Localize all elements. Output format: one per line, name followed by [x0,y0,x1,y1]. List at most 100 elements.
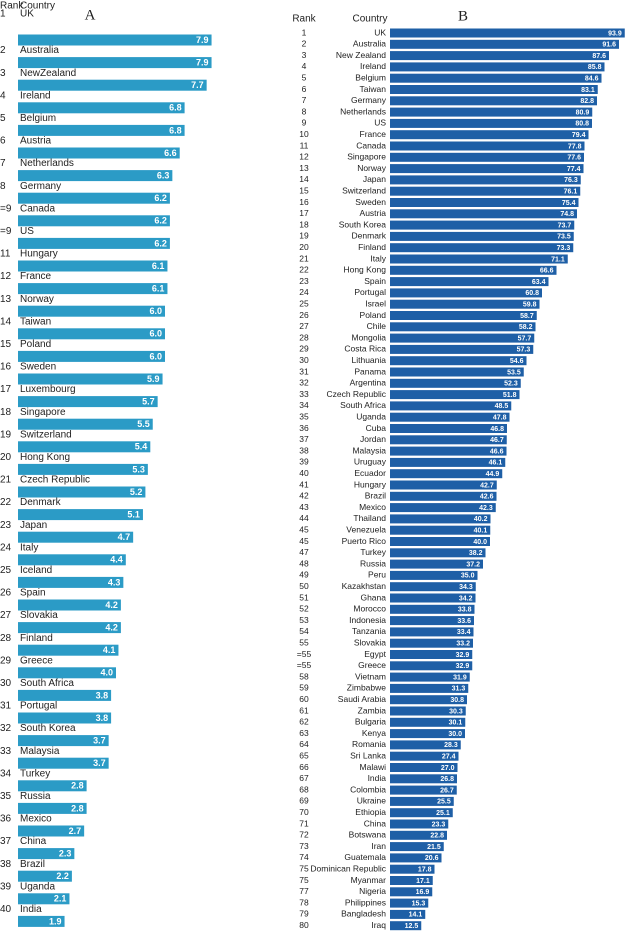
bar [390,650,473,659]
country-label: Australia [353,39,386,49]
value-label: 2.7 [69,826,82,836]
country-label: Finland [20,633,53,644]
rank-label: 30 [299,355,309,365]
bar [18,893,70,905]
bar [18,170,173,182]
value-label: 2.2 [56,871,69,881]
rank-label: 33 [0,746,12,757]
value-label: 58.7 [520,313,534,320]
bar [390,819,449,829]
country-label: Ecuador [354,468,386,478]
value-label: 6.2 [154,216,167,226]
rank-label: 49 [299,570,309,580]
rank-label: 8 [0,181,6,192]
bar [18,825,85,837]
bar [390,842,444,852]
country-label: Hungary [354,479,387,489]
country-label: Sweden [355,197,386,207]
value-label: 85.8 [588,64,602,71]
rank-label: 17 [0,384,12,395]
country-label: Luxembourg [20,384,76,395]
country-label: Poland [360,310,387,320]
value-label: 74.8 [560,211,574,218]
bar [390,378,521,388]
rank-header: Rank [292,14,316,25]
rank-label: 43 [299,502,309,512]
country-label: Indonesia [349,615,386,625]
rank-label: 5 [0,113,6,124]
value-label: 34.2 [459,595,473,602]
rank-label: 80 [299,920,309,930]
rank-label: 68 [299,784,309,794]
value-label: 6.0 [149,351,162,361]
value-label: 6.0 [149,329,162,339]
bar [18,124,185,136]
country-label: Norway [357,163,387,173]
value-label: 33.6 [457,618,471,625]
rank-label: 62 [299,717,309,727]
country-label: Peru [368,570,386,580]
bar [18,418,153,430]
country-label: Bulgaria [355,717,386,727]
bar [390,604,475,614]
country-label: Poland [20,339,51,350]
country-label: Australia [20,45,59,56]
value-label: 53.5 [507,369,521,376]
bar [390,729,465,739]
value-label: 16.9 [416,889,430,896]
bar [390,73,602,83]
value-label: 28.3 [444,742,458,749]
country-label: Switzerland [20,429,72,440]
country-label: Austria [20,136,52,147]
country-label: Puerto Rico [342,536,387,546]
bar [18,57,212,69]
country-label: South Africa [340,400,386,410]
bar [390,559,483,569]
bar [390,322,536,332]
rank-label: 41 [299,479,309,489]
bar [390,424,507,433]
rank-label: 2 [0,45,6,56]
rank-label: 14 [299,174,309,184]
rank-label: 20 [299,242,309,252]
bar [18,373,163,385]
rank-label: 31 [299,366,309,376]
bar [390,28,625,38]
bar [390,356,527,366]
rank-label: 44 [299,513,309,523]
country-label: Malaysia [352,445,386,455]
country-label: China [364,818,386,828]
country-label: Egypt [364,649,386,659]
country-label: Myanmar [351,875,387,885]
value-label: 79.4 [572,132,586,139]
bar [390,830,447,840]
value-label: 6.8 [169,125,182,135]
country-label: Taiwan [360,84,387,94]
country-label: Uganda [356,411,386,421]
country-label: Sweden [20,362,56,373]
value-label: 76.1 [564,189,578,196]
bar [390,763,458,772]
rank-label: 34 [0,768,12,779]
country-label: Kenya [362,728,386,738]
bar [390,62,605,72]
value-label: 46.8 [490,426,504,433]
bar [390,186,581,196]
bar [390,672,470,682]
bar [390,864,435,874]
bar [18,622,121,634]
rank-label: 37 [299,434,309,444]
country-label: Germany [351,95,387,105]
rank-label: 16 [0,362,12,373]
country-label: Saudi Arabia [338,694,386,704]
country-label: Romania [352,739,386,749]
rank-label: 32 [0,723,12,734]
value-label: 2.8 [71,781,84,791]
value-label: 7.9 [196,57,209,67]
value-label: 5.5 [137,419,150,429]
bar [18,667,116,679]
country-label: UK [20,9,34,20]
country-label: Germany [20,181,61,192]
bar [390,876,433,885]
bar [390,198,579,207]
